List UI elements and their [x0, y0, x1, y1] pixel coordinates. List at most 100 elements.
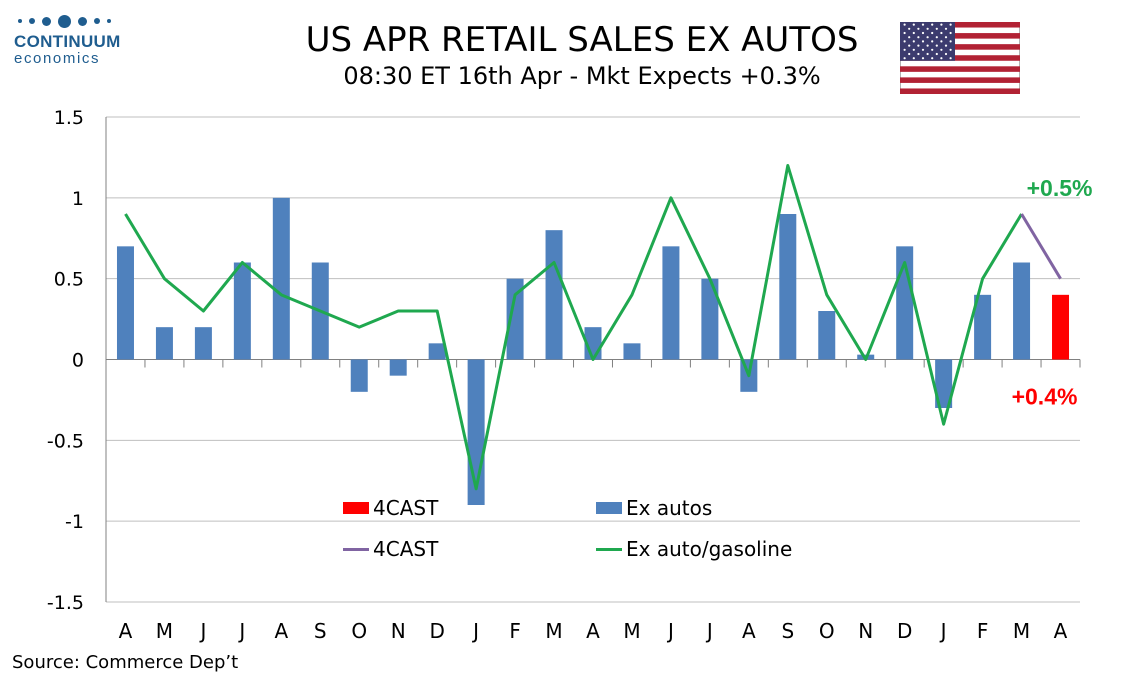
flag-star [921, 57, 925, 60]
flag-star [908, 52, 911, 56]
line-4cast [1020, 213, 1062, 280]
y-tick-label: 0.5 [54, 269, 84, 291]
line-ex-auto-gasoline [124, 164, 1023, 491]
flag-star [908, 27, 911, 30]
flag-star [944, 36, 948, 39]
flag-star [921, 23, 925, 26]
x-tick-label: A [119, 619, 133, 643]
x-tick-label: S [781, 619, 794, 643]
legend-4cast-line: 4CAST [343, 537, 438, 561]
annotation-bar-forecast: +0.4% [1012, 384, 1078, 410]
flag-star [931, 57, 934, 60]
x-tick-label: O [819, 619, 835, 643]
x-tick-label: A [274, 619, 288, 643]
flag-star [944, 52, 948, 56]
y-tick-label: -1.5 [47, 592, 84, 614]
flag-star [912, 23, 915, 26]
source-note: Source: Commerce Dep’t [12, 652, 239, 673]
x-tick-label: N [391, 619, 406, 643]
y-tick-label: 1 [72, 188, 84, 210]
x-tick-label: J [471, 619, 479, 643]
bar-ex-autos [389, 359, 407, 376]
bar-ex-autos [194, 327, 212, 360]
x-tick-label: M [1013, 619, 1030, 643]
flag-star [935, 52, 938, 56]
flag-star [935, 27, 938, 30]
flag-star [931, 31, 934, 35]
x-tick-label: N [858, 619, 873, 643]
flag-star [903, 23, 906, 26]
flag-star [949, 48, 952, 51]
flag-star [903, 57, 906, 60]
bar-ex-autos [701, 278, 719, 360]
flag-star [940, 40, 943, 43]
x-tick-label: D [897, 619, 912, 643]
y-tick-label: 1.5 [54, 107, 84, 129]
company-logo: CONTINUUM economics [14, 14, 134, 67]
x-tick-label: J [666, 619, 674, 643]
x-tick-label: S [314, 619, 327, 643]
legend-ex-autos: Ex autos [596, 496, 712, 520]
y-tick-label: -1 [65, 511, 84, 533]
x-tick-label: F [977, 619, 989, 643]
y-tick-label: 0 [72, 350, 84, 372]
bar-ex-autos [506, 278, 524, 360]
x-tick-label: D [429, 619, 444, 643]
bar-ex-autos [350, 359, 368, 392]
flag-star [949, 23, 952, 26]
legend-4cast-line-swatch [343, 547, 369, 551]
chart-title: US APR RETAIL SALES EX AUTOS [305, 20, 859, 60]
flag-star [931, 48, 934, 51]
bar-4cast [1052, 294, 1070, 360]
legend-4cast-line-label: 4CAST [373, 537, 439, 561]
flag-star [917, 52, 920, 56]
x-tick-label: F [509, 619, 521, 643]
x-tick-label: J [237, 619, 245, 643]
x-tick-label: M [623, 619, 640, 643]
logo-subtitle: economics [14, 50, 101, 67]
bar-ex-autos [233, 262, 251, 360]
flag-star [903, 48, 906, 51]
flag-star [940, 23, 943, 26]
flag-star [917, 36, 920, 39]
flag-star [912, 57, 915, 60]
legend-ex-auto-gasoline: Ex auto/gasoline [596, 537, 792, 561]
legend-4cast-bar-swatch [343, 502, 369, 514]
flag-star [917, 44, 920, 47]
bar-ex-autos [428, 343, 446, 360]
x-tick-label: J [939, 619, 947, 643]
us-flag-icon [900, 22, 1020, 94]
legend-ex-autos-label: Ex autos [626, 496, 713, 520]
flag-star [949, 31, 952, 35]
bar-ex-autos [974, 294, 992, 360]
flag-star [935, 44, 938, 47]
flag-star [903, 40, 906, 43]
logo-name: CONTINUUM [14, 32, 121, 51]
x-tick-label: M [156, 619, 173, 643]
bar-ex-autos [116, 246, 134, 360]
legend-4cast-bar: 4CAST [343, 496, 438, 520]
annotation-line-forecast: +0.5% [1027, 175, 1093, 201]
logo-dots-icon [18, 14, 134, 28]
flag-star [949, 40, 952, 43]
flag-star [908, 44, 911, 47]
legend-ex-auto-gasoline-label: Ex auto/gasoline [626, 537, 793, 561]
flag-star [921, 40, 925, 43]
flag-star [944, 27, 948, 30]
flag-star [912, 48, 915, 51]
bar-ex-autos [818, 311, 836, 360]
flag-star [912, 31, 915, 35]
flag-star [944, 44, 948, 47]
x-tick-label: J [705, 619, 713, 643]
x-tick-label: M [545, 619, 562, 643]
flag-star [926, 36, 929, 39]
flag-star [935, 36, 938, 39]
legend-ex-auto-gasoline-swatch [596, 547, 622, 551]
bar-ex-autos [779, 214, 797, 360]
flag-star [926, 27, 929, 30]
flag-star [903, 31, 906, 35]
flag-star [917, 27, 920, 30]
bar-ex-autos [662, 246, 680, 360]
x-tick-label: A [586, 619, 600, 643]
